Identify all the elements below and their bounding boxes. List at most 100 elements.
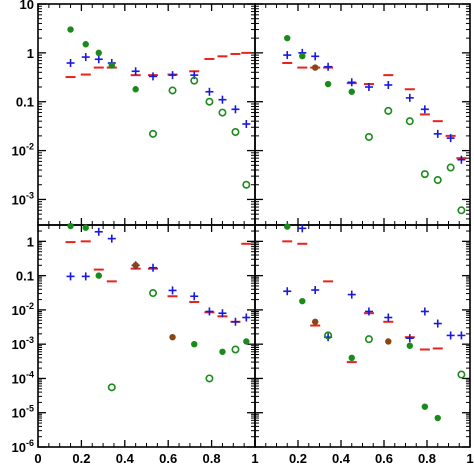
y-tick-label: 10-2 xyxy=(12,301,34,318)
marker-green_open xyxy=(242,180,251,189)
marker-blue xyxy=(420,105,429,114)
panel-frame-bottom-right xyxy=(254,224,471,448)
marker-brown xyxy=(312,318,319,325)
x-tick-label: 0.4 xyxy=(116,451,135,465)
marker-blue xyxy=(131,67,140,76)
x-tick-label: 1 xyxy=(466,451,473,465)
marker-green_open xyxy=(446,163,455,172)
panel-frame-bottom-left xyxy=(37,224,256,448)
x-tick-label: 0.2 xyxy=(289,451,307,465)
marker-green_open xyxy=(231,345,240,354)
marker-blue xyxy=(205,307,214,316)
y-tick-label: 10-2 xyxy=(12,142,34,159)
marker-blue xyxy=(94,227,103,236)
marker-green_open xyxy=(420,170,429,179)
marker-green_open xyxy=(364,132,373,141)
marker-blue xyxy=(324,62,333,71)
marker-blue xyxy=(81,53,90,62)
marker-blue xyxy=(420,307,429,316)
marker-green_filled xyxy=(82,41,89,48)
axis-ticks xyxy=(37,3,471,448)
marker-green_open xyxy=(457,370,466,379)
marker-green_open xyxy=(324,331,333,340)
marker-blue xyxy=(107,234,116,243)
marker-blue xyxy=(231,317,240,326)
marker-blue xyxy=(298,224,307,233)
x-tick-label: 0 xyxy=(34,451,41,465)
marker-green_filled xyxy=(95,272,102,279)
marker-brown xyxy=(312,64,319,71)
marker-green_open xyxy=(168,86,177,95)
marker-green_filled xyxy=(348,88,355,95)
marker-blue xyxy=(457,155,466,164)
x-tick-label: 0.6 xyxy=(159,451,177,465)
marker-blue xyxy=(405,93,414,102)
marker-blue xyxy=(311,286,320,295)
marker-green_open xyxy=(149,129,158,138)
marker-brown xyxy=(132,262,139,269)
marker-blue xyxy=(218,95,227,104)
marker-blue xyxy=(446,134,455,143)
marker-green_filled xyxy=(191,340,198,348)
marker-green_filled xyxy=(348,354,355,362)
marker-green_open xyxy=(205,374,214,383)
marker-green_filled xyxy=(324,80,332,88)
y-tick-label: 1 xyxy=(27,46,34,61)
y-tick-label: 10-6 xyxy=(12,438,34,455)
marker-blue xyxy=(168,71,177,80)
marker-green_filled xyxy=(284,223,291,230)
marker-blue xyxy=(384,313,393,322)
marker-green_open xyxy=(205,97,214,106)
marker-green_filled xyxy=(219,348,226,355)
marker-blue xyxy=(364,307,373,316)
tick-labels: 10 1 0.1 10-2 10-3 1 0.1 10-2 10-3 10-4 10-5 10-60 0… xyxy=(12,0,474,465)
marker-blue xyxy=(347,78,356,87)
marker-blue xyxy=(231,105,240,114)
marker-blue xyxy=(364,83,373,92)
marker-green_open xyxy=(231,128,240,137)
marker-blue xyxy=(149,263,158,272)
marker-blue xyxy=(446,331,455,340)
marker-green_filled xyxy=(299,52,306,60)
marker-blue xyxy=(347,290,356,299)
marker-blue xyxy=(457,331,466,340)
y-tick-label: 10-4 xyxy=(12,369,34,386)
marker-green_open xyxy=(149,289,158,298)
marker-blue xyxy=(66,272,75,281)
marker-green_filled xyxy=(132,86,139,93)
marker-blue xyxy=(384,80,393,89)
marker-blue xyxy=(81,272,90,281)
marker-green_filled xyxy=(67,222,74,230)
marker-brown xyxy=(169,333,176,341)
marker-green_filled xyxy=(67,26,74,33)
marker-green_filled xyxy=(82,224,89,231)
marker-green_filled xyxy=(243,338,250,345)
marker-green_filled xyxy=(108,62,115,69)
marker-green_open xyxy=(190,76,199,85)
marker-blue xyxy=(218,309,227,318)
marker-green_open xyxy=(457,206,466,215)
marker-blue xyxy=(94,55,103,64)
x-tick-label: 0.8 xyxy=(418,451,436,465)
marker-blue xyxy=(433,129,442,138)
marker-blue xyxy=(283,51,292,60)
marker-green_open xyxy=(107,383,116,392)
marker-blue xyxy=(242,313,251,322)
y-tick-label: 10 xyxy=(20,0,34,12)
x-tick-label: 1 xyxy=(251,451,258,465)
x-tick-label: 0.2 xyxy=(72,451,90,465)
marker-green_filled xyxy=(406,342,413,349)
x-tick-label: 0.8 xyxy=(203,451,221,465)
marker-blue xyxy=(149,72,158,81)
marker-blue xyxy=(190,292,199,301)
marker-green_open xyxy=(364,335,373,344)
marker-green_open xyxy=(218,108,227,117)
marker-green_filled xyxy=(421,403,429,410)
marker-blue xyxy=(205,87,214,96)
marker-blue xyxy=(283,287,292,296)
x-tick-label: 0.4 xyxy=(332,451,351,465)
y-tick-label: 10-3 xyxy=(12,190,34,207)
marker-green_filled xyxy=(95,49,102,57)
panel-frame-top-left xyxy=(37,3,256,226)
